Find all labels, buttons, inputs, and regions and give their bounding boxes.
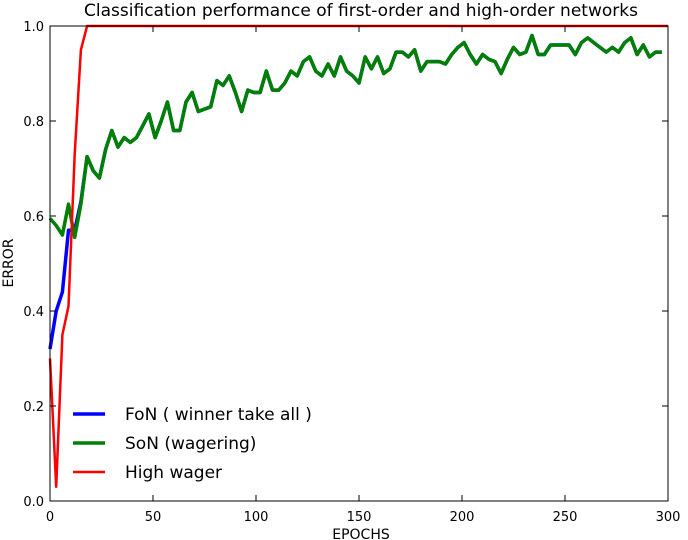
x-tick-label: 200 (450, 510, 475, 525)
chart-title: Classification performance of first-orde… (84, 1, 638, 21)
x-tick-label: 150 (347, 510, 372, 525)
y-tick-label: 0.8 (23, 115, 44, 130)
legend: FoN ( winner take all ) SoN (wagering) Hig… (73, 405, 312, 483)
series-line-1 (48, 33, 662, 350)
legend-label-3: High wager (125, 463, 222, 483)
x-tick-label: 300 (656, 510, 681, 525)
y-tick-label: 0.0 (23, 495, 44, 510)
y-tick-label: 0.2 (23, 400, 44, 415)
series-line-2 (48, 33, 662, 240)
x-tick-label: 250 (553, 510, 578, 525)
axis-ticks: 0 50 100 150 200 250 300 0.0 0.2 0.4 0.6 0.8 1.0 (23, 20, 680, 525)
y-tick-label: 0.4 (23, 305, 44, 320)
y-tick-label: 0.6 (23, 210, 44, 225)
legend-label-1: FoN ( winner take all ) (125, 405, 312, 425)
y-axis-label: ERROR (1, 238, 17, 287)
x-tick-label: 100 (244, 510, 269, 525)
plot-frame (49, 25, 669, 502)
y-tick-label: 1.0 (23, 20, 44, 35)
x-tick-label: 0 (46, 510, 54, 525)
x-tick-label: 50 (145, 510, 162, 525)
legend-label-2: SoN (wagering) (125, 434, 256, 454)
x-axis-label: EPOCHS (332, 527, 390, 540)
